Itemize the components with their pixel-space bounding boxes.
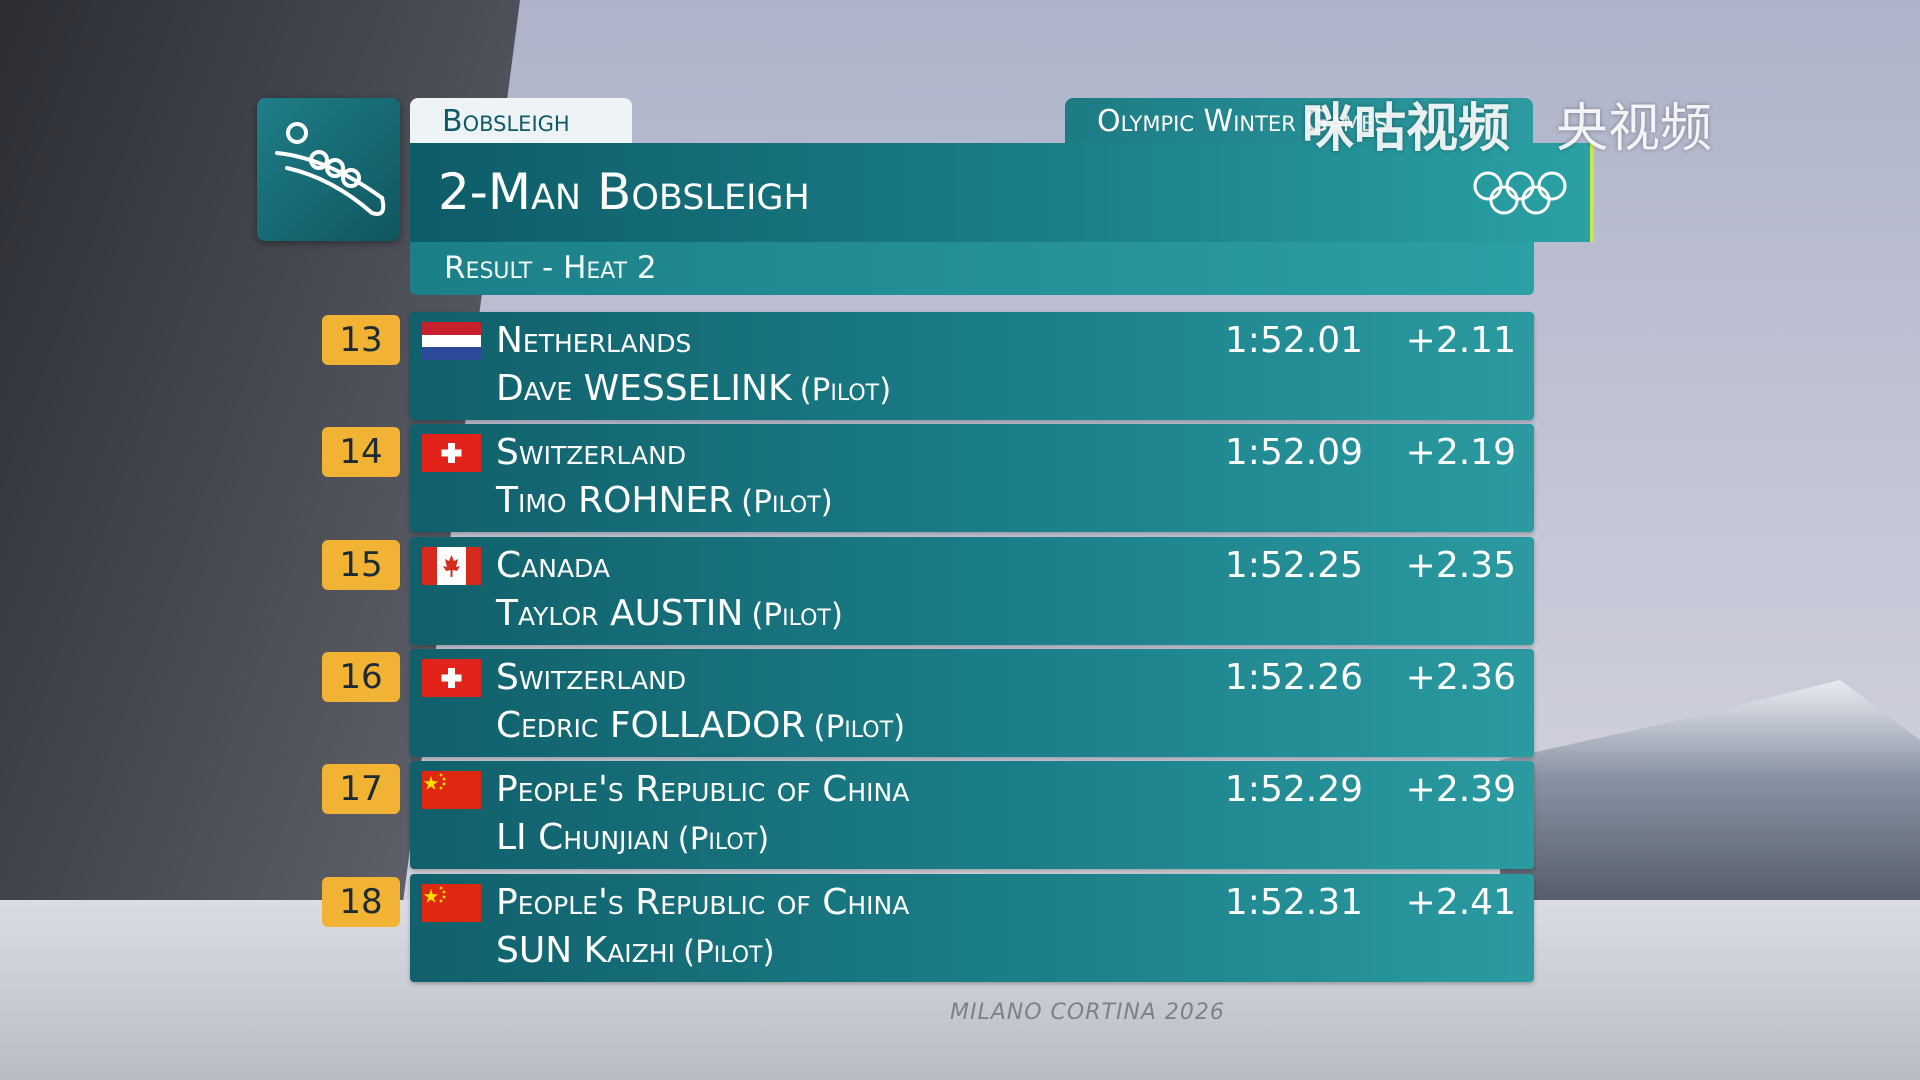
country-name: Netherlands [496,320,692,361]
flag [422,434,481,473]
watermark: 咪咕视频 [1302,99,1511,159]
country-name: Switzerland [496,656,687,698]
run-time: 1:52.09 [1224,432,1363,474]
run-time: 1:52.31 [1224,881,1363,923]
result-row: 15 Canada Taylor AUSTIN (Pilot) 1:52.25 +2.35 [322,536,1534,645]
watermark: 央视频 [1556,99,1713,159]
athlete-name: Taylor AUSTIN [496,592,744,634]
athlete-name: Cedric FOLLADOR [496,704,806,746]
athlete-line: SUN Kaizhi (Pilot) [496,930,775,971]
title-text: 2-Man Bobsleigh [438,163,810,221]
time-behind: +2.11 [1405,320,1516,361]
sport-tab: Bobsleigh [410,98,632,143]
athlete-role: (Pilot) [813,708,906,745]
athlete-name: Dave WESSELINK [496,368,792,409]
mountains [1500,680,1920,920]
run-time: 1:52.01 [1224,320,1363,361]
athlete-name: Timo ROHNER [496,480,734,522]
athlete-line: Dave WESSELINK (Pilot) [496,368,891,409]
athlete-role: (Pilot) [682,933,775,970]
venue-sign: MILANO CORTINA 2026 [950,1000,1225,1025]
olympic-rings [1473,171,1567,215]
country-name: Switzerland [496,432,687,474]
result-row: 14 Switzerland Timo ROHNER (Pilot) 1:52.09 +2… [322,424,1534,533]
result-row: 17 People's Republic of China LI Chunjian(… [322,761,1534,870]
athlete-line: LI Chunjian (Pilot) [496,817,769,858]
flag [422,322,481,360]
athlete-name: SUN Kaizhi [496,929,675,971]
flag [422,658,481,697]
rank-badge: 18 [322,876,400,927]
time-behind: +2.41 [1405,881,1516,923]
result-row: 13 Netherlands Dave WESSELINK (Pilot) 1:52.0… [322,312,1534,420]
rank-badge: 17 [322,764,400,815]
country-name: People's Republic of China [496,881,910,923]
time-behind: +2.39 [1405,769,1516,811]
athlete-role: (Pilot) [751,596,843,633]
run-time: 1:52.25 [1224,544,1363,586]
rank-badge: 15 [322,539,400,590]
flag [422,883,481,922]
event-title: 2-Man Bobsleigh [410,143,1594,242]
athlete-role: (Pilot) [741,484,833,521]
bobsleigh-pictogram [275,122,386,216]
athlete-line: Cedric FOLLADOR (Pilot) [496,705,905,746]
subtitle-bar: Result - Heat 2 [410,242,1534,295]
rank-badge: 13 [322,315,400,365]
run-time: 1:52.29 [1224,769,1363,811]
athlete-line: Taylor AUSTIN (Pilot) [496,593,843,634]
flag [422,771,481,810]
athlete-role: (Pilot) [677,821,770,858]
time-behind: +2.36 [1405,656,1516,698]
athlete-name: LI Chunjian [496,817,670,859]
athlete-role: (Pilot) [799,372,892,408]
flag [422,546,481,585]
rank-badge: 16 [322,651,400,702]
country-name: People's Republic of China [496,769,910,811]
result-row: 16 Switzerland Cedric FOLLADOR (Pilot) 1:52.… [322,648,1534,757]
result-row: 18 People's Republic of China SUN Kaizhi (P… [322,873,1534,982]
rank-badge: 14 [322,427,400,478]
athlete-line: Timo ROHNER (Pilot) [496,480,833,521]
sport-icon [257,98,400,241]
run-time: 1:52.26 [1224,656,1363,698]
country-name: Canada [496,544,610,586]
series-tab: Olympic Winter Games [1065,98,1533,143]
time-behind: +2.19 [1405,432,1516,474]
time-behind: +2.35 [1405,544,1516,586]
